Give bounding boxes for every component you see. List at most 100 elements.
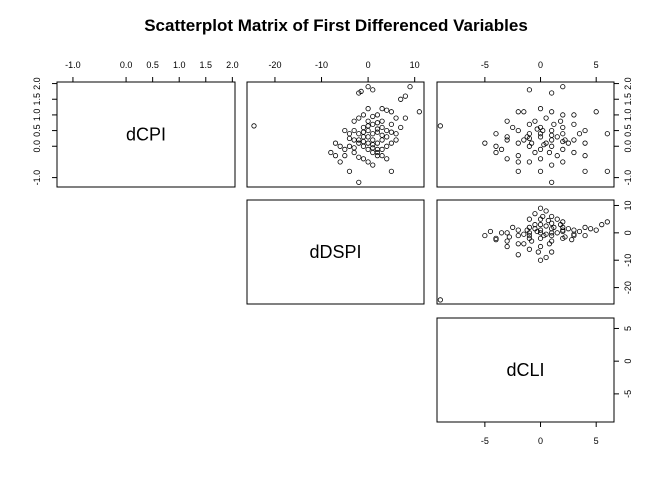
data-point (515, 168, 521, 174)
data-point (515, 127, 521, 134)
data-point (493, 149, 499, 156)
data-point (370, 142, 376, 148)
data-point (543, 208, 549, 214)
data-point (546, 149, 553, 156)
data-point (569, 237, 575, 243)
data-point (537, 205, 544, 211)
panel-frame-1-2 (436, 199, 615, 305)
data-point (374, 140, 381, 146)
data-point (537, 222, 544, 228)
data-point (526, 246, 532, 252)
data-point (549, 90, 555, 96)
data-point (576, 131, 583, 137)
data-point (356, 179, 362, 185)
scatter-panel-dCLI-vs-dDSPI (437, 205, 610, 303)
data-point (588, 226, 594, 232)
variable-label-dCPI: dCPI (126, 125, 166, 145)
data-point (526, 135, 532, 142)
x-tick-label: 5 (594, 436, 599, 446)
data-point (356, 140, 362, 146)
data-point (537, 168, 544, 174)
x-axis-bottom-dCLI: -5 0 5 (481, 422, 599, 446)
data-point (398, 124, 404, 131)
data-point (537, 146, 544, 152)
data-point (535, 249, 541, 255)
data-point (537, 243, 544, 250)
data-point (360, 156, 367, 162)
data-point (532, 118, 538, 124)
data-point (379, 124, 385, 131)
data-point (599, 222, 605, 228)
y-tick-label: -1.0 (623, 170, 633, 186)
data-point (521, 109, 527, 115)
data-point (365, 159, 371, 165)
data-point (360, 134, 367, 140)
data-point (493, 143, 499, 149)
data-point (504, 134, 510, 140)
data-point (416, 109, 422, 115)
data-point (370, 113, 376, 120)
data-point (351, 137, 357, 143)
data-point (251, 123, 257, 129)
data-point (541, 142, 547, 148)
data-point (560, 84, 566, 90)
data-point (356, 115, 362, 121)
y-tick-label: 0 (623, 230, 633, 235)
data-point (351, 145, 357, 151)
x-tick-label: -20 (268, 60, 281, 70)
y-tick-label: 1.0 (32, 109, 42, 122)
data-point (537, 134, 544, 140)
panel-frame-1-1 (246, 199, 425, 305)
data-point (582, 127, 588, 134)
data-point (537, 106, 544, 112)
data-point (537, 131, 544, 137)
data-point (504, 156, 510, 162)
data-point (388, 129, 394, 135)
y-axis-right-dDSPI: -20 -10 0 10 (614, 200, 633, 294)
data-point (515, 159, 521, 165)
data-point (549, 109, 555, 115)
data-point (370, 162, 376, 168)
data-point (510, 224, 516, 230)
data-point (365, 146, 371, 152)
data-point (537, 156, 544, 162)
data-point (356, 137, 362, 143)
data-point (526, 230, 532, 236)
data-point (370, 137, 376, 143)
data-point (370, 131, 376, 137)
data-point (332, 140, 339, 146)
data-point (351, 149, 357, 156)
y-tick-label: 0 (623, 359, 633, 364)
data-point (515, 153, 521, 159)
data-point (346, 143, 353, 149)
data-point (557, 118, 564, 124)
x-tick-label: -5 (481, 60, 489, 70)
y-tick-label: 1.5 (32, 93, 42, 106)
data-point (360, 129, 367, 135)
data-point (365, 106, 371, 112)
data-point (560, 138, 566, 145)
data-point (342, 127, 348, 134)
data-point (370, 145, 376, 151)
x-tick-label: -5 (481, 436, 489, 446)
y-tick-label: 0.0 (623, 140, 633, 153)
data-point (351, 127, 357, 134)
data-point (504, 137, 510, 143)
data-point (346, 131, 353, 137)
data-point (515, 241, 521, 247)
panel-frame-2-2 (436, 317, 615, 423)
data-point (402, 115, 408, 121)
data-point (532, 149, 538, 156)
variable-label-dDSPI: dDSPI (309, 242, 361, 262)
data-point (358, 88, 364, 95)
data-point (571, 121, 577, 127)
data-point (571, 149, 577, 156)
data-point (437, 297, 443, 303)
data-point (560, 146, 566, 152)
data-point (560, 112, 566, 118)
data-point (374, 149, 381, 156)
data-point (374, 120, 381, 126)
data-point (356, 154, 362, 160)
data-point (537, 257, 544, 263)
data-point (604, 131, 610, 137)
